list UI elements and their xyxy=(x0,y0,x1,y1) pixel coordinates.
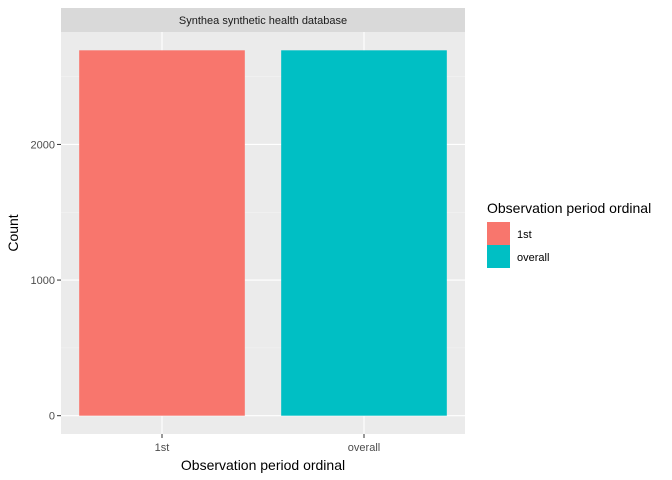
facet-title: Synthea synthetic health database xyxy=(179,15,347,27)
x-tick-label: 1st xyxy=(155,442,170,454)
y-tick-label: 0 xyxy=(49,411,55,423)
y-axis: 0 1000 2000 xyxy=(31,139,61,423)
legend: Observation period ordinal 1st overall xyxy=(487,200,651,268)
y-axis-title: Count xyxy=(5,214,21,251)
legend-key-1st xyxy=(487,222,510,245)
legend-title: Observation period ordinal xyxy=(487,200,651,216)
bars xyxy=(79,50,447,416)
legend-key-overall xyxy=(487,245,510,268)
x-axis-title: Observation period ordinal xyxy=(181,457,345,473)
bar-1st xyxy=(79,50,245,416)
x-axis: 1st overall xyxy=(155,434,380,454)
x-tick-label: overall xyxy=(348,442,380,454)
legend-label-overall: overall xyxy=(517,252,549,264)
y-tick-label: 1000 xyxy=(31,275,55,287)
bar-overall xyxy=(281,50,447,416)
y-tick-label: 2000 xyxy=(31,139,55,151)
facet-strip xyxy=(61,8,465,32)
legend-label-1st: 1st xyxy=(517,229,532,241)
